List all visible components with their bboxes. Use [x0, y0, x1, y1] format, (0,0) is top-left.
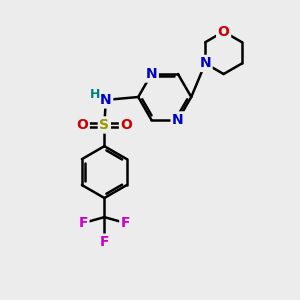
- Text: O: O: [218, 25, 230, 39]
- Text: F: F: [100, 235, 109, 249]
- Text: O: O: [76, 118, 88, 132]
- Text: S: S: [99, 118, 110, 132]
- Text: N: N: [200, 56, 211, 70]
- Text: F: F: [78, 216, 88, 230]
- Text: H: H: [90, 88, 101, 100]
- Text: N: N: [146, 67, 157, 81]
- Text: N: N: [172, 113, 184, 127]
- Text: F: F: [121, 216, 130, 230]
- Text: N: N: [100, 93, 112, 107]
- Text: O: O: [121, 118, 132, 132]
